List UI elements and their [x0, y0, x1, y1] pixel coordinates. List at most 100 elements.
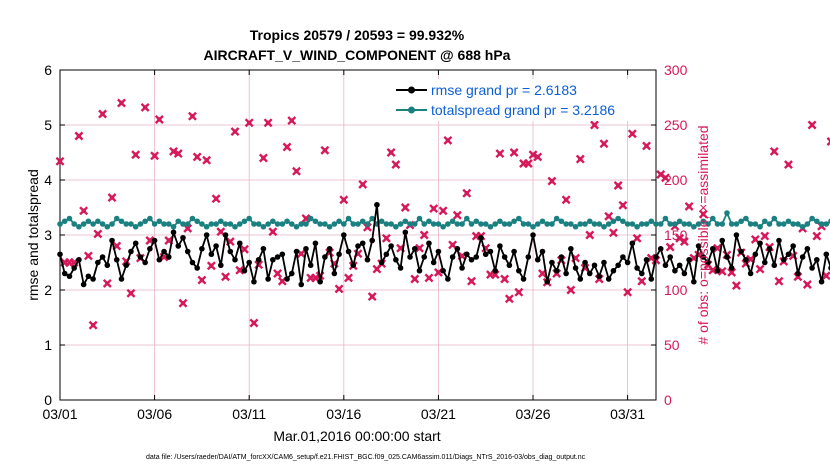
totalspread-point — [568, 221, 574, 227]
totalspread-point — [203, 223, 210, 230]
obs-marker-dot — [109, 195, 115, 200]
rmse-point — [700, 254, 707, 260]
totalspread-point — [322, 221, 328, 227]
rmse-point — [738, 248, 744, 255]
totalspread-point — [246, 215, 253, 222]
totalspread-point — [265, 221, 271, 227]
totalspread-point — [345, 215, 352, 222]
totalspread-point — [662, 215, 669, 222]
totalspread-point — [563, 221, 569, 227]
rmse-point — [695, 243, 702, 249]
obs-marker-dot — [644, 143, 649, 149]
rmse-point — [331, 270, 338, 277]
rmse-point — [393, 256, 399, 263]
obs-marker — [452, 210, 462, 220]
totalspread-point — [288, 221, 295, 227]
obs-marker-dot — [322, 148, 328, 153]
rmse-point — [260, 245, 267, 252]
rmse-point — [577, 276, 584, 282]
totalspread-point — [199, 221, 205, 227]
totalspread-point — [610, 218, 617, 225]
y-left-tick-label: 4 — [44, 172, 52, 188]
rmse-point — [61, 270, 68, 277]
totalspread-point — [534, 221, 541, 227]
obs-marker — [55, 156, 65, 166]
totalspread-point — [582, 221, 588, 227]
obs-marker — [183, 223, 193, 233]
obs-marker-dot — [786, 162, 791, 167]
rmse-point — [147, 245, 153, 252]
y-left-tick-label: 1 — [44, 337, 52, 353]
totalspread-point — [501, 221, 508, 227]
rmse-point — [293, 248, 300, 255]
obs-marker — [590, 120, 599, 130]
rmse-point — [568, 245, 574, 252]
obs-marker-dot — [464, 191, 469, 196]
footer-data-file: data file: /Users/raeder/DAI/ATM_forcXX/… — [146, 454, 586, 461]
obs-marker — [192, 152, 202, 162]
obs-marker-dot — [369, 294, 375, 299]
totalspread-point — [71, 221, 77, 227]
totalspread-point — [227, 221, 234, 227]
obs-marker — [500, 274, 510, 284]
obs-marker-dot — [450, 242, 455, 248]
obs-marker — [637, 276, 647, 286]
obs-marker — [684, 201, 694, 211]
rmse-point — [359, 240, 366, 247]
totalspread-point — [113, 215, 120, 222]
rmse-point — [776, 237, 782, 244]
totalspread-point — [601, 223, 607, 230]
obs-marker-dot — [194, 154, 200, 160]
totalspread-point — [303, 221, 309, 227]
totalspread-point — [516, 215, 522, 222]
obs-marker — [419, 230, 429, 240]
obs-marker-dot — [190, 114, 195, 119]
obs-marker — [623, 287, 633, 297]
obs-marker — [339, 195, 349, 205]
obs-marker-dot — [469, 279, 474, 284]
obs-marker — [93, 229, 103, 239]
obs-marker — [126, 288, 136, 298]
totalspread-point — [66, 215, 73, 222]
totalspread-point — [151, 221, 158, 227]
rmse-point — [804, 245, 811, 252]
rmse-point — [421, 254, 428, 260]
y-right-tick-label: 300 — [664, 62, 688, 78]
obs-marker-dot — [152, 153, 157, 158]
obs-marker-dot — [734, 283, 739, 288]
obs-marker — [575, 154, 585, 164]
obs-marker-dot — [492, 272, 498, 277]
obs-marker — [608, 228, 618, 238]
obs-marker-dot — [308, 275, 313, 281]
obs-marker — [344, 273, 353, 283]
obs-marker — [613, 181, 623, 190]
obs-marker — [604, 211, 614, 221]
obs-marker — [731, 281, 741, 291]
y-right-tick-label: 100 — [664, 282, 688, 298]
obs-marker-dot — [592, 122, 597, 128]
rmse-point — [180, 234, 186, 241]
obs-marker-dot — [601, 141, 607, 146]
obs-marker — [358, 179, 368, 189]
obs-marker-dot — [57, 159, 63, 164]
totalspread-point — [473, 218, 480, 225]
obs-marker-dot — [611, 230, 616, 235]
obs-marker-dot — [809, 122, 815, 128]
totalspread-point — [454, 221, 461, 227]
rmse-point — [236, 240, 243, 247]
obs-marker-dot — [615, 183, 621, 188]
obs-marker — [107, 193, 117, 203]
totalspread-point — [421, 221, 428, 227]
totalspread-point — [383, 221, 390, 227]
totalspread-point — [175, 218, 182, 225]
obs-marker-dot — [232, 129, 238, 134]
rmse-point — [795, 270, 801, 277]
obs-marker-dot — [403, 205, 408, 210]
y-right-tick-label: 50 — [664, 337, 680, 353]
totalspread-point — [132, 223, 139, 230]
totalspread-point — [407, 221, 413, 227]
rmse-point — [686, 256, 692, 263]
rmse-point — [549, 259, 555, 266]
rmse-point — [790, 243, 796, 249]
rmse-point — [407, 254, 413, 260]
